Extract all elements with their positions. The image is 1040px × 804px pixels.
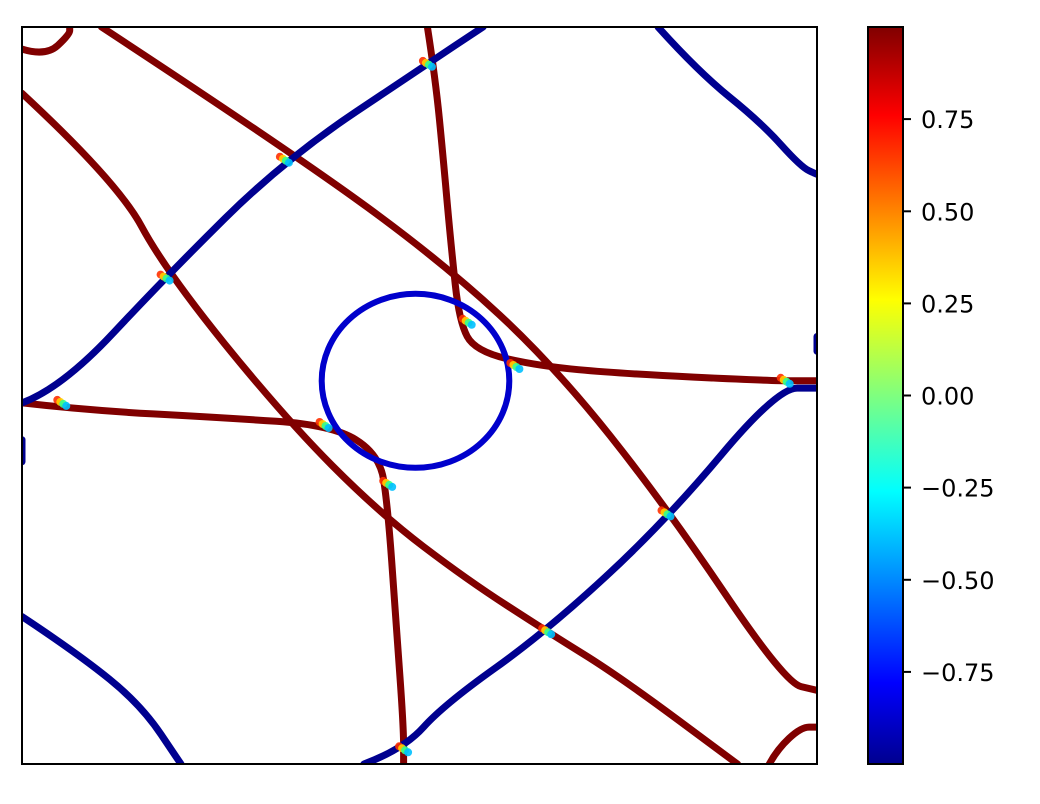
colorbar: −0.75 −0.50 −0.25 0.00 0.25 0.50 0.75 — [867, 26, 995, 765]
crossing-marker-8-4 — [666, 512, 675, 521]
plot-background — [22, 27, 817, 764]
crossing-marker-9-4 — [547, 630, 556, 639]
colorbar-tick-label-3: −0.25 — [921, 475, 995, 503]
colorbar-tick-label-2: −0.50 — [921, 567, 995, 595]
crossing-marker-5-4 — [515, 365, 524, 373]
crossing-marker-3-4 — [427, 62, 436, 71]
crossing-markers — [53, 56, 794, 757]
red-contour-line-6 — [765, 723, 817, 764]
colorbar-gradient — [868, 27, 903, 764]
red-contour-line-4 — [423, 27, 817, 385]
crossing-marker-10-4 — [404, 748, 413, 757]
red-contour-line-3 — [22, 399, 408, 764]
colorbar-tick-label-6: 0.50 — [921, 198, 974, 226]
blue-contour-line-1 — [22, 27, 487, 407]
positive-contour-series — [22, 27, 817, 764]
crossing-marker-4-4 — [467, 320, 476, 329]
crossing-marker-6-4 — [324, 424, 333, 432]
crossing-marker-7-4 — [388, 482, 397, 491]
heatmap-plot — [22, 27, 817, 764]
crossing-marker-12-4 — [62, 401, 71, 410]
blue-contour-line-2 — [360, 384, 817, 764]
negative-contour-series — [22, 27, 817, 764]
colorbar-tick-label-7: 0.75 — [921, 106, 974, 134]
blue-contour-circle — [318, 290, 513, 471]
plot-frame — [21, 26, 818, 765]
blue-contour-line-3 — [654, 27, 817, 178]
crossing-marker-1-4 — [284, 158, 293, 167]
colorbar-tick-label-4: 0.00 — [921, 383, 974, 411]
blue-contour-line-4 — [22, 613, 185, 764]
colorbar-tick-label-1: −0.75 — [921, 659, 995, 687]
red-contour-line-1 — [98, 27, 817, 694]
crossing-marker-2-4 — [165, 276, 174, 285]
crossing-marker-11-4 — [785, 379, 794, 388]
colorbar-tick-label-5: 0.25 — [921, 290, 974, 318]
